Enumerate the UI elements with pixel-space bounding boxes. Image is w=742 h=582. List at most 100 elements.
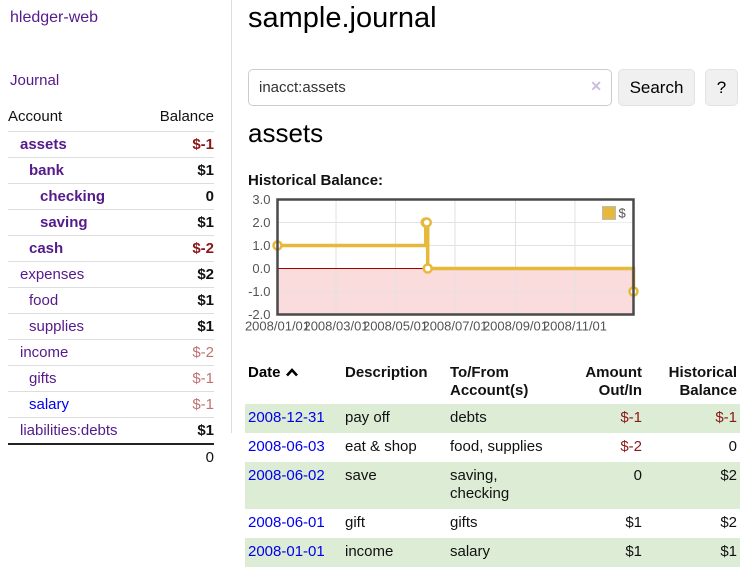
- account-balance: $1: [145, 157, 214, 184]
- account-balance: $-2: [145, 339, 214, 366]
- svg-text:2008/07/01: 2008/07/01: [422, 319, 487, 334]
- register-row: 2008-01-01 income salary $1 $1: [245, 537, 740, 567]
- transaction-date-link[interactable]: 2008-12-31: [248, 409, 325, 426]
- account-link-expenses[interactable]: expenses: [20, 266, 85, 283]
- accounts-header-balance: Balance: [159, 108, 214, 125]
- account-row: saving $1: [8, 209, 214, 236]
- sort-by-date-link[interactable]: Date: [248, 364, 299, 381]
- account-balance: $-2: [145, 235, 214, 262]
- accounts-total-value: 0: [145, 443, 214, 470]
- account-link-assets[interactable]: assets: [20, 136, 67, 153]
- register-cell-date: 2008-06-01: [245, 509, 342, 538]
- svg-text:2008/11/01: 2008/11/01: [543, 319, 607, 334]
- account-name-cell: bank: [8, 157, 146, 184]
- account-name-cell: salary: [8, 391, 146, 418]
- account-link-bank[interactable]: bank: [29, 162, 65, 179]
- account-name-cell: expenses: [8, 261, 146, 288]
- register-cell-description: pay off: [345, 409, 390, 426]
- register-cell-description: income: [345, 542, 394, 560]
- register-header-description: Description: [345, 364, 428, 381]
- svg-text:3.0: 3.0: [252, 194, 270, 207]
- account-name-cell: income: [8, 339, 146, 366]
- register-header-historical: Historical Balance: [668, 364, 737, 399]
- register-cell-amount: $-2: [620, 437, 642, 455]
- account-heading: assets: [248, 118, 324, 148]
- register-cell-accounts: debts: [450, 409, 487, 426]
- register-cell-historical: 0: [728, 437, 737, 455]
- account-name-cell: saving: [8, 209, 146, 236]
- chart-title: Historical Balance:: [248, 172, 384, 189]
- account-link-liabilities-debts[interactable]: liabilities:debts: [20, 422, 118, 439]
- register-cell-date: 2008-06-02: [245, 462, 342, 510]
- svg-text:2008/05/01: 2008/05/01: [363, 319, 428, 334]
- register-cell-historical: $2: [720, 466, 737, 484]
- accounts-body: assets $-1 bank $1 checking 0 saving $1 cash $-2 e…: [8, 131, 214, 444]
- register-cell-amount: $1: [625, 542, 642, 560]
- search-button[interactable]: Search: [618, 69, 695, 106]
- register-cell-amount: $1: [625, 514, 642, 531]
- page-title: sample.journal: [248, 2, 437, 34]
- sort-asc-icon: [285, 368, 298, 377]
- transaction-date-link[interactable]: 2008-06-02: [248, 466, 325, 484]
- main-content: sample.journal ✕ Search ? assets Histori…: [245, 0, 742, 582]
- account-balance: $1: [145, 209, 214, 236]
- account-link-food[interactable]: food: [29, 292, 59, 309]
- search-input[interactable]: [248, 69, 612, 106]
- account-balance: 0: [145, 183, 214, 210]
- accounts-total-row: 0: [8, 443, 214, 470]
- account-balance: $1: [145, 417, 214, 444]
- account-row: supplies $1: [8, 313, 214, 340]
- accounts-total-spacer: [8, 443, 146, 470]
- account-balance: $1: [145, 313, 214, 340]
- app-title-link[interactable]: hledger-web: [10, 9, 99, 26]
- transaction-date-link[interactable]: 2008-01-01: [248, 542, 325, 560]
- account-row: liabilities:debts $1: [8, 417, 214, 444]
- register-body: 2008-12-31 pay off debts $-1 $-1 2008-06-03 ea…: [245, 404, 740, 567]
- search-bar: ✕ Search ?: [248, 69, 742, 106]
- register-cell-description: gift: [345, 514, 366, 531]
- account-balance: $-1: [145, 131, 214, 158]
- account-link-cash[interactable]: cash: [29, 240, 64, 257]
- account-row: expenses $2: [8, 261, 214, 288]
- historical-balance-chart: $3.0 2.0 1.0 0.0 -1.0 -2.0 2008/01/01 2008/03/0…: [239, 192, 659, 336]
- account-link-salary[interactable]: salary: [29, 396, 70, 413]
- register-header-accounts: To/From Account(s): [450, 364, 529, 399]
- account-link-checking[interactable]: checking: [40, 188, 106, 205]
- account-link-supplies[interactable]: supplies: [29, 318, 85, 335]
- account-name-cell: gifts: [8, 365, 146, 392]
- account-name-cell: liabilities:debts: [8, 417, 146, 444]
- svg-text:0.0: 0.0: [252, 261, 270, 276]
- svg-text:2.0: 2.0: [252, 215, 270, 230]
- clear-search-icon[interactable]: ✕: [590, 78, 602, 94]
- svg-text:-1.0: -1.0: [248, 284, 270, 299]
- account-balance: $-1: [145, 365, 214, 392]
- register-header-date[interactable]: Date: [245, 360, 342, 404]
- register-cell-historical: $1: [720, 542, 737, 560]
- account-link-gifts[interactable]: gifts: [29, 370, 57, 387]
- account-link-saving[interactable]: saving: [40, 214, 88, 231]
- account-row: checking 0: [8, 183, 214, 210]
- transaction-date-link[interactable]: 2008-06-01: [248, 514, 325, 531]
- accounts-header-account: Account: [8, 108, 63, 125]
- account-name-cell: supplies: [8, 313, 146, 340]
- sidebar-item-journal[interactable]: Journal: [10, 72, 60, 89]
- register-row: 2008-06-03 eat & shop food, supplies $-2 0: [245, 433, 740, 462]
- svg-text:1.0: 1.0: [252, 238, 270, 253]
- chart-canvas: $3.0 2.0 1.0 0.0 -1.0 -2.02008/01/012008/03/0…: [245, 192, 639, 334]
- transaction-date-link[interactable]: 2008-06-03: [248, 437, 325, 455]
- svg-text:$: $: [619, 206, 627, 221]
- account-link-income[interactable]: income: [20, 344, 69, 361]
- register-row: 2008-06-02 save saving, checking 0 $2: [245, 461, 740, 510]
- register-cell-accounts: food, supplies: [450, 437, 543, 455]
- register-cell-description: eat & shop: [345, 437, 417, 455]
- account-balance: $1: [145, 287, 214, 314]
- account-row: assets $-1: [8, 131, 214, 158]
- account-row: gifts $-1: [8, 365, 214, 392]
- search-help-button[interactable]: ?: [705, 69, 738, 106]
- account-row: salary $-1: [8, 391, 214, 418]
- register-cell-historical: $2: [720, 514, 737, 531]
- register-cell-historical: $-1: [715, 409, 737, 426]
- account-row: bank $1: [8, 157, 214, 184]
- register-table: Date Description To/From Account(s) Amou…: [245, 360, 740, 567]
